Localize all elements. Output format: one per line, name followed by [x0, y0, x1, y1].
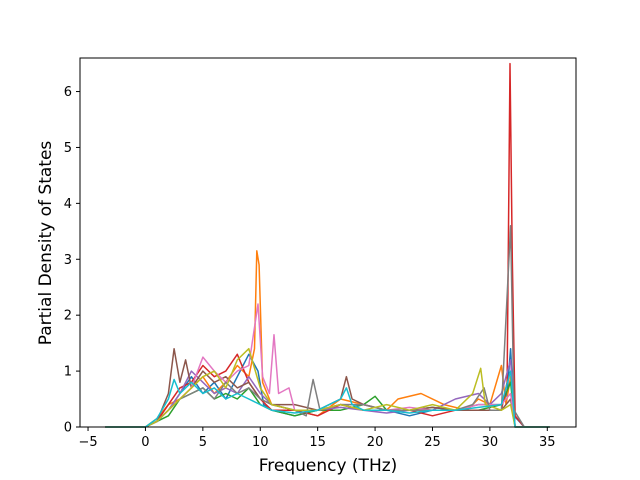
y-tick-label: 1	[64, 365, 72, 380]
y-axis-label: Partial Density of States	[36, 141, 56, 346]
plot-area	[80, 58, 576, 427]
x-tick-label: 5	[199, 435, 207, 450]
x-tick-label: −5	[78, 435, 97, 450]
x-axis: −5 0 5 10 15 20 25 30 35	[78, 427, 556, 450]
series-line-9	[105, 347, 550, 428]
x-axis-label: Frequency (THz)	[259, 456, 398, 476]
x-tick-label: 10	[252, 435, 269, 450]
y-axis: 0 1 2 3 4 5 6	[64, 85, 80, 436]
y-tick-label: 6	[64, 85, 72, 100]
y-tick-label: 3	[64, 253, 72, 268]
series-line-10	[105, 370, 550, 428]
x-tick-label: 20	[367, 435, 384, 450]
y-tick-label: 4	[64, 197, 72, 212]
plot-frame	[79, 57, 577, 428]
x-tick-label: 0	[141, 435, 149, 450]
x-tick-label: 15	[309, 435, 326, 450]
x-tick-label: 35	[539, 435, 556, 450]
series-line-8	[105, 224, 550, 428]
x-tick-label: 30	[482, 435, 499, 450]
x-tick-label: 25	[424, 435, 441, 450]
y-tick-label: 2	[64, 309, 72, 324]
series-layer	[105, 62, 550, 428]
y-tick-label: 0	[64, 421, 72, 436]
y-tick-label: 5	[64, 141, 72, 156]
